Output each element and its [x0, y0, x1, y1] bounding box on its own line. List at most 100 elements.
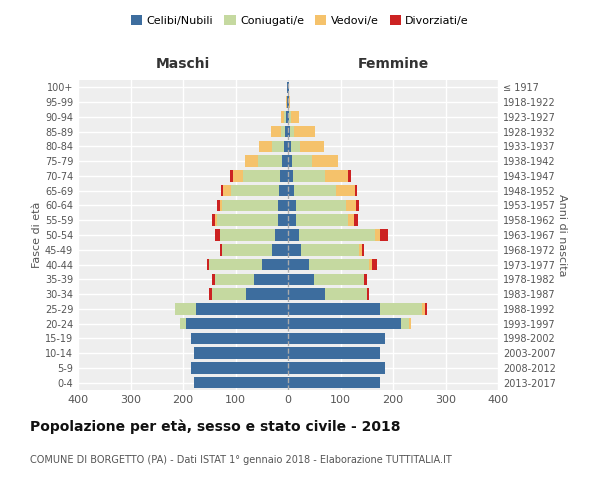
Bar: [215, 214, 217, 226]
Bar: [223, 244, 272, 256]
Bar: [288, 362, 385, 374]
Bar: [299, 229, 374, 241]
Bar: [217, 200, 220, 211]
Bar: [223, 185, 232, 196]
Bar: [220, 244, 223, 256]
Y-axis label: Fasce di età: Fasce di età: [32, 202, 42, 268]
Bar: [206, 259, 209, 270]
Bar: [220, 200, 223, 211]
Text: Popolazione per età, sesso e stato civile - 2018: Popolazione per età, sesso e stato civil…: [30, 420, 401, 434]
Bar: [193, 377, 288, 388]
Bar: [275, 229, 288, 241]
Bar: [278, 185, 288, 196]
Bar: [355, 185, 358, 196]
Bar: [288, 229, 299, 241]
Bar: [364, 274, 367, 285]
Bar: [215, 229, 220, 241]
Bar: [380, 229, 388, 241]
Bar: [288, 185, 295, 196]
Bar: [325, 288, 367, 300]
Bar: [212, 288, 246, 300]
Bar: [422, 303, 425, 314]
Bar: [286, 111, 288, 122]
Bar: [288, 170, 293, 181]
Bar: [346, 200, 356, 211]
Bar: [288, 377, 380, 388]
Bar: [288, 318, 401, 330]
Bar: [259, 140, 272, 152]
Bar: [258, 156, 282, 167]
Bar: [300, 140, 324, 152]
Bar: [191, 362, 288, 374]
Bar: [280, 170, 288, 181]
Bar: [293, 170, 325, 181]
Bar: [288, 156, 292, 167]
Bar: [289, 96, 290, 108]
Bar: [289, 111, 290, 122]
Bar: [282, 156, 288, 167]
Bar: [295, 126, 316, 138]
Bar: [221, 185, 223, 196]
Bar: [191, 332, 288, 344]
Y-axis label: Anni di nascita: Anni di nascita: [557, 194, 567, 276]
Bar: [309, 259, 370, 270]
Bar: [212, 214, 215, 226]
Bar: [254, 274, 288, 285]
Bar: [277, 200, 288, 211]
Bar: [288, 200, 296, 211]
Bar: [296, 214, 349, 226]
Bar: [314, 274, 364, 285]
Bar: [288, 126, 290, 138]
Bar: [223, 200, 277, 211]
Bar: [349, 170, 351, 181]
Bar: [193, 348, 288, 359]
Bar: [209, 288, 212, 300]
Bar: [288, 259, 309, 270]
Bar: [287, 96, 288, 108]
Bar: [325, 170, 349, 181]
Bar: [277, 214, 288, 226]
Bar: [374, 229, 380, 241]
Bar: [272, 140, 284, 152]
Bar: [292, 156, 312, 167]
Bar: [290, 140, 300, 152]
Bar: [288, 140, 290, 152]
Bar: [288, 214, 296, 226]
Bar: [230, 170, 233, 181]
Bar: [232, 185, 278, 196]
Bar: [212, 274, 215, 285]
Bar: [175, 303, 196, 314]
Bar: [288, 348, 380, 359]
Bar: [288, 288, 325, 300]
Bar: [262, 259, 288, 270]
Bar: [288, 303, 380, 314]
Bar: [233, 170, 244, 181]
Bar: [301, 244, 359, 256]
Bar: [356, 200, 359, 211]
Bar: [288, 274, 314, 285]
Bar: [296, 200, 346, 211]
Bar: [271, 126, 281, 138]
Bar: [196, 303, 288, 314]
Bar: [246, 288, 288, 300]
Bar: [425, 303, 427, 314]
Bar: [245, 156, 258, 167]
Bar: [290, 111, 299, 122]
Bar: [288, 244, 301, 256]
Bar: [312, 156, 338, 167]
Bar: [353, 214, 358, 226]
Bar: [372, 259, 377, 270]
Bar: [337, 185, 355, 196]
Bar: [220, 229, 275, 241]
Bar: [215, 274, 254, 285]
Bar: [185, 318, 288, 330]
Bar: [361, 244, 364, 256]
Bar: [349, 214, 353, 226]
Text: Maschi: Maschi: [156, 57, 210, 71]
Bar: [295, 185, 337, 196]
Bar: [286, 126, 288, 138]
Bar: [272, 244, 288, 256]
Bar: [281, 111, 284, 122]
Bar: [244, 170, 280, 181]
Bar: [401, 318, 409, 330]
